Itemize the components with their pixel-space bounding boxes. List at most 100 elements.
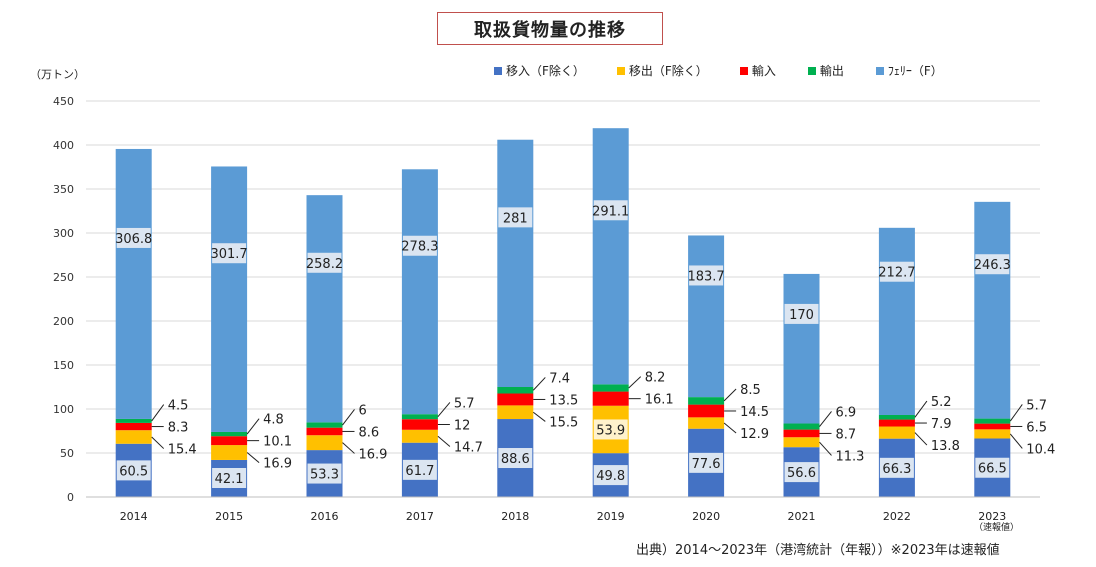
bar-segment [688, 417, 725, 429]
data-label: 5.2 [931, 395, 952, 410]
legend-item-import: 輸入 [739, 62, 776, 79]
y-tick-label: 0 [67, 491, 74, 504]
data-label: 8.3 [168, 421, 189, 436]
data-label: 281 [503, 211, 528, 226]
data-label: 4.8 [263, 413, 284, 428]
legend-label-import: 輸入 [751, 64, 776, 78]
legend-swatch-import [739, 66, 748, 75]
bar-segment [211, 431, 248, 437]
data-label-box [975, 254, 1010, 275]
y-tick-label: 100 [53, 403, 74, 416]
data-label-box [689, 265, 724, 286]
bar-segment [783, 273, 820, 424]
data-label: 8.6 [359, 425, 380, 440]
bar-segment [497, 393, 534, 406]
legend-item-ferry: ﾌｪﾘｰ（F） [875, 62, 943, 79]
data-label-box [879, 457, 914, 478]
bar-segment [497, 139, 534, 387]
leader-line [723, 388, 737, 402]
data-label: 13.8 [931, 439, 960, 454]
data-label-box [879, 261, 914, 282]
x-tick-label: 2022 [883, 510, 911, 523]
bar-segment [401, 429, 438, 443]
data-label: 53.3 [310, 468, 339, 483]
legend-item-export: 輸出 [807, 62, 844, 79]
data-label: 15.5 [549, 415, 578, 430]
data-label-box [498, 207, 533, 228]
data-label-box [689, 452, 724, 473]
data-label: 246.3 [974, 258, 1011, 273]
legend-label-inbound: 移入（F除く） [506, 64, 585, 78]
data-label: 6 [359, 403, 367, 418]
data-label-box [402, 235, 437, 256]
bar-segment [115, 418, 152, 423]
bar-segment [306, 427, 343, 436]
legend-item-inbound: 移入（F除く） [494, 62, 585, 79]
data-label: 14.5 [740, 405, 769, 420]
chart-title-text: 取扱貨物量の推移 [474, 19, 626, 41]
leader-line [246, 418, 260, 435]
bar-segment [974, 418, 1011, 424]
data-label: 16.9 [263, 457, 292, 472]
data-label: 15.4 [168, 443, 197, 458]
leader-line [437, 402, 451, 418]
data-label: 6.5 [1026, 420, 1047, 435]
leader-line [819, 411, 832, 427]
data-label: 183.7 [687, 269, 724, 284]
bar-segment [401, 414, 438, 420]
bar-segment [592, 384, 629, 392]
legend-swatch-ferry [875, 66, 884, 75]
chart-title: 取扱貨物量の推移 [437, 12, 663, 45]
data-label: 14.7 [454, 440, 483, 455]
data-label: 12.9 [740, 427, 769, 442]
legend-swatch-outbound [616, 66, 625, 75]
data-label-box [593, 200, 628, 221]
leader-line [1009, 404, 1023, 422]
data-label: 16.9 [359, 447, 388, 462]
data-label: 170 [789, 308, 814, 323]
data-label: 212.7 [878, 266, 915, 281]
data-label: 5.7 [1026, 398, 1047, 413]
leader-line [151, 436, 165, 449]
bar-segment [115, 148, 152, 419]
bar-segment [401, 419, 438, 430]
data-label: 6.9 [836, 405, 857, 420]
data-label-box [307, 463, 342, 484]
data-label: 60.5 [119, 464, 148, 479]
leader-line [532, 377, 546, 391]
x-tick-label: 2015 [215, 510, 243, 523]
x-tick-label: 2018 [501, 510, 529, 523]
bar-segment [211, 436, 248, 446]
leader-line [342, 442, 355, 454]
bar-segment [974, 429, 1011, 439]
y-tick-label: 50 [60, 447, 74, 460]
source-note: 出典）2014～2023年（港湾統計（年報））※2023年は速報値 [636, 543, 1000, 558]
x-tick-label: 2014 [120, 510, 148, 523]
bar-segment [878, 426, 915, 439]
leader-line [437, 435, 451, 447]
bar-segment [878, 227, 915, 415]
data-label: 77.6 [692, 457, 721, 472]
data-label-box [307, 252, 342, 273]
bar-segment [783, 429, 820, 438]
data-label: 4.5 [168, 399, 189, 414]
data-label: 10.1 [263, 435, 292, 450]
y-tick-label: 400 [53, 139, 74, 152]
bar-segment [878, 414, 915, 420]
bar-segment [306, 422, 343, 428]
leader-line [723, 422, 737, 434]
leader-line [532, 411, 546, 422]
data-label: 301.7 [210, 247, 247, 262]
data-label-box [593, 419, 628, 440]
y-tick-label: 200 [53, 315, 74, 328]
bar-segment [211, 166, 248, 432]
y-tick-label: 300 [53, 227, 74, 240]
bar-segment [974, 201, 1011, 419]
bar-segment [497, 387, 534, 394]
data-label: 61.7 [405, 464, 434, 479]
leader-line [628, 376, 642, 389]
bar-segment [688, 235, 725, 398]
data-label-box [975, 457, 1010, 478]
leader-line [151, 404, 165, 422]
